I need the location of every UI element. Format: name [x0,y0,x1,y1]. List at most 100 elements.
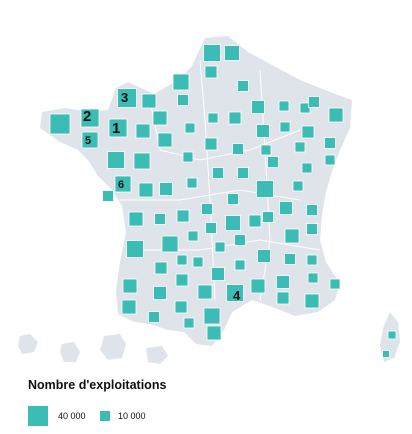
legend-label-large: 40 000 [58,411,86,421]
department-symbol-8 [177,94,189,106]
rank-label-1: 1 [112,120,120,137]
department-symbol-89 [206,325,222,341]
department-symbol-83 [148,311,160,323]
department-symbol-69 [176,254,188,266]
department-symbol-74 [307,272,319,284]
department-symbol-56 [225,215,241,231]
department-symbol-82 [121,299,137,315]
department-symbol-59 [279,201,293,215]
department-symbol-17 [251,100,265,114]
department-symbol-44 [128,211,144,227]
department-symbol-71 [234,259,246,271]
department-symbol-39 [212,167,224,179]
department-symbol-84 [174,300,188,314]
department-symbol-66 [284,253,296,265]
department-symbol-87 [304,293,320,309]
department-symbol-57 [248,214,262,228]
department-symbol-42 [301,162,313,174]
department-symbol-77 [153,286,167,300]
department-symbol-29 [157,132,173,148]
exploitation-symbols [49,44,397,358]
department-symbol-60 [306,204,318,216]
department-symbol-9 [49,113,71,135]
department-symbol-53 [161,235,179,253]
department-symbol-70 [192,256,204,268]
department-symbol-31 [204,137,218,151]
overseas-territory-1 [18,334,38,354]
department-symbol-36 [138,182,154,198]
rank-label-2: 2 [83,108,91,125]
department-symbol-64 [257,249,271,263]
overseas-territory-2 [60,342,80,362]
department-symbol-5 [237,80,249,92]
department-symbol-32 [232,143,244,155]
department-symbol-14 [184,122,196,134]
department-symbol-78 [197,284,213,300]
rank-label-3: 3 [121,90,128,105]
department-symbol-22 [256,124,270,138]
department-symbol-63 [234,234,246,246]
department-symbol-58 [262,211,274,223]
department-symbol-65 [284,228,300,244]
department-symbol-34 [294,141,306,153]
department-symbol-37 [159,182,173,196]
department-symbol-52 [126,240,144,258]
department-symbol-21 [328,107,344,123]
department-symbol-49 [256,180,274,198]
legend-title: Nombre d'exploitations [28,378,167,392]
department-symbol-81 [276,275,290,289]
department-symbol-72 [175,273,189,287]
department-symbol-18 [278,100,290,112]
department-symbol-38 [186,177,198,189]
department-symbol-7 [141,93,157,109]
department-symbol-30 [182,151,194,163]
department-symbol-67 [306,254,318,266]
overseas-territory-3 [100,334,126,360]
rank-label-6: 6 [118,179,124,191]
department-symbol-3 [204,65,218,79]
mainland-france-shape [40,36,352,346]
department-symbol-86 [276,291,290,305]
rank-label-4: 4 [233,288,241,303]
department-symbol-45 [154,213,166,225]
department-symbol-19 [299,102,311,114]
department-symbol-68 [154,261,168,275]
department-symbol-73 [211,267,225,281]
department-symbol-75 [329,278,341,290]
department-symbol-61 [306,223,318,235]
overseas-territory-4 [146,346,168,364]
department-symbol-48 [227,193,239,205]
department-symbol-15 [207,112,219,124]
department-symbol-16 [228,111,242,125]
department-symbol-54 [187,230,199,242]
department-symbol-91 [382,350,390,358]
department-symbol-11 [108,118,128,138]
department-symbol-51 [102,190,114,202]
rank-label-5: 5 [85,135,91,147]
department-symbol-85 [203,307,221,325]
department-symbol-79 [226,284,244,302]
department-symbol-90 [387,330,397,340]
department-symbol-88 [183,317,195,329]
department-symbol-1 [203,44,221,62]
department-symbol-28 [133,152,151,170]
department-symbol-6 [117,88,137,108]
department-symbol-23 [279,121,291,133]
department-symbol-33 [260,144,272,156]
department-symbol-25 [324,137,336,149]
department-symbol-55 [205,222,217,234]
department-symbol-62 [214,241,226,253]
department-symbol-46 [176,209,190,223]
department-symbol-4 [172,73,190,91]
department-symbol-80 [250,278,266,294]
department-symbol-50 [292,180,304,192]
legend-symbol-large [28,406,48,426]
department-symbol-41 [267,156,279,168]
department-symbol-24 [301,125,315,139]
department-symbol-10 [80,108,100,128]
legend-label-small: 10 000 [118,411,146,421]
department-symbol-27 [107,151,125,169]
department-symbol-12 [135,123,151,139]
department-symbol-76 [122,278,138,294]
